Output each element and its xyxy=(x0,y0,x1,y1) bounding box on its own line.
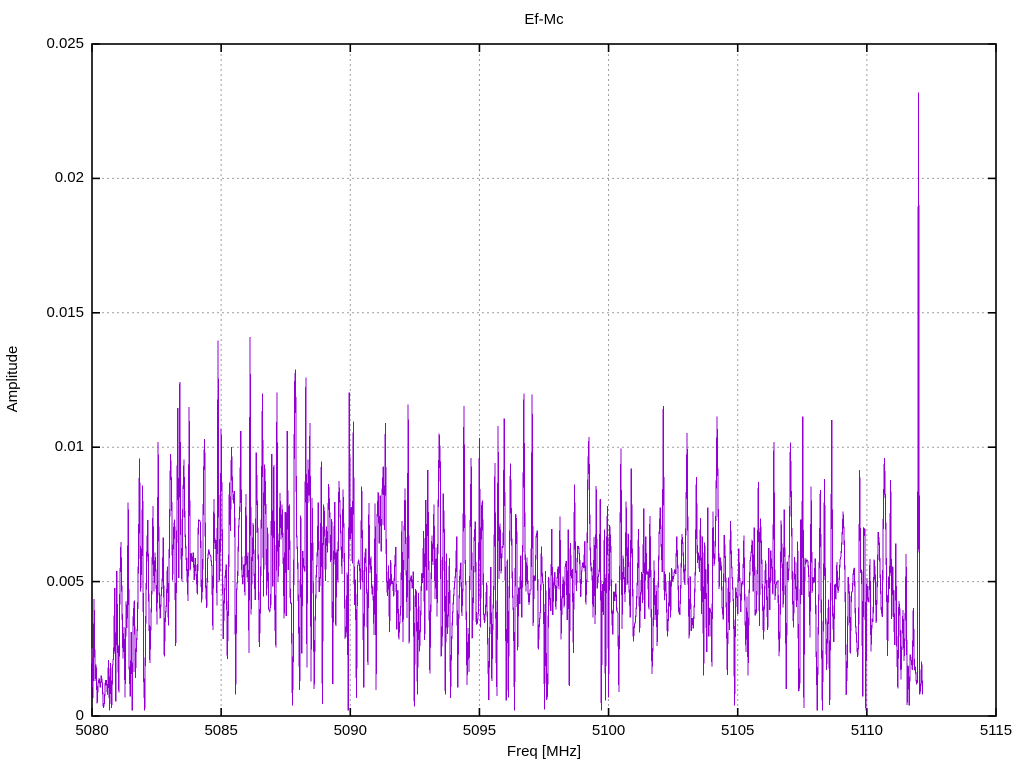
y-tick-label: 0.015 xyxy=(46,303,84,321)
x-tick-label: 5090 xyxy=(333,722,367,739)
x-axis-label: Freq [MHz] xyxy=(506,743,582,760)
y-tick-label: 0.02 xyxy=(54,169,84,187)
y-tick-label: 0.01 xyxy=(54,438,84,456)
y-tick-label: 0.025 xyxy=(46,35,84,52)
x-tick-label: 5085 xyxy=(204,722,238,739)
x-tick-label: 5105 xyxy=(721,722,755,739)
x-tick-label: 5080 xyxy=(75,722,109,739)
y-tick-label: 0 xyxy=(75,707,84,724)
y-tick-label: 0.005 xyxy=(46,572,84,590)
x-tick-label: 5115 xyxy=(979,722,1013,739)
x-tick-label: 5110 xyxy=(850,722,883,739)
x-tick-label: 5095 xyxy=(462,722,497,739)
x-tick-label: 5100 xyxy=(591,722,626,739)
chart-title: Ef-Mc xyxy=(524,11,564,28)
